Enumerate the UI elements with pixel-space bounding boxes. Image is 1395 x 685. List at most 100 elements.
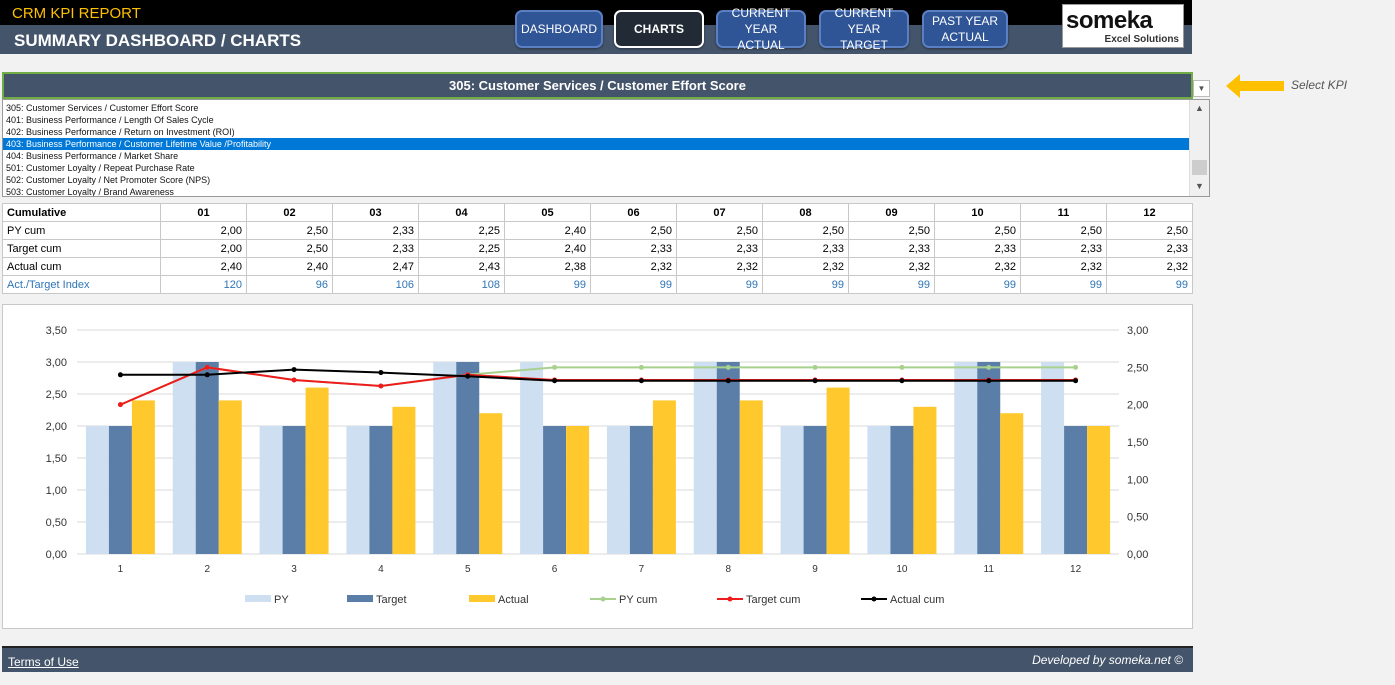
list-item[interactable]: 305: Customer Services / Customer Effort…: [6, 103, 199, 113]
point-actual-cum: [291, 367, 297, 373]
bar-target: [543, 426, 567, 554]
legend-label: PY: [274, 594, 289, 606]
list-item[interactable]: 502: Customer Loyalty / Net Promoter Sco…: [6, 175, 211, 185]
scroll-thumb[interactable]: [1192, 160, 1207, 175]
selected-kpi-display[interactable]: 305: Customer Services / Customer Effort…: [2, 72, 1193, 99]
table-row: Actual cum 2,40 2,40 2,47 2,43 2,38 2,32…: [2, 257, 1193, 276]
row-label: PY cum: [2, 221, 161, 240]
list-item[interactable]: 402: Business Performance / Return on In…: [6, 127, 235, 137]
list-item[interactable]: 501: Customer Loyalty / Repeat Purchase …: [6, 163, 195, 173]
point-actual-cum: [465, 373, 471, 379]
point-actual-cum: [204, 372, 210, 378]
x-tick-label: 10: [896, 564, 908, 575]
table-cell: 2,40: [504, 239, 591, 258]
bar-actual: [131, 400, 155, 554]
point-py-cum: [899, 364, 905, 370]
nav-past-year-actual-button[interactable]: PAST YEAR ACTUAL: [922, 10, 1008, 48]
x-tick-label: 4: [378, 564, 384, 575]
legend-label: PY cum: [619, 594, 657, 606]
table-cell: 2,50: [1106, 221, 1193, 240]
terms-of-use-link[interactable]: Terms of Use: [8, 655, 79, 669]
table-header-row: Cumulative 01 02 03 04 05 06 07 08 09 10…: [2, 203, 1193, 222]
table-cell: 2,50: [1020, 221, 1107, 240]
legend-label: Actual: [498, 594, 529, 606]
table-cell: 2,50: [246, 239, 333, 258]
cumulative-table: Cumulative 01 02 03 04 05 06 07 08 09 10…: [2, 203, 1193, 294]
point-target-cum: [117, 402, 123, 408]
month-header: 11: [1020, 203, 1107, 222]
kpi-listbox[interactable]: 305: Customer Services / Customer Effort…: [2, 99, 1210, 197]
line-py-cum: [120, 366, 1076, 406]
table-cell: 106: [332, 275, 419, 294]
table-cell: 120: [160, 275, 247, 294]
bar-target: [629, 426, 653, 554]
chart-area: 0,00 0,50 1,00 1,50 2,00 2,50 3,00 3,50 0,00 0,50…: [2, 304, 1193, 629]
point-actual-cum: [812, 378, 818, 384]
list-item[interactable]: 503: Customer Loyalty / Brand Awareness: [6, 187, 174, 197]
bar-py: [433, 362, 457, 554]
row-label: Actual cum: [2, 257, 161, 276]
point-actual-cum: [1073, 378, 1079, 384]
nav-dashboard-button[interactable]: DASHBOARD: [515, 10, 603, 48]
scroll-up-icon[interactable]: ▲: [1195, 103, 1204, 113]
bar-actual: [218, 400, 242, 554]
scroll-down-icon[interactable]: ▼: [1195, 181, 1204, 191]
table-row: Target cum 2,00 2,50 2,33 2,25 2,40 2,33…: [2, 239, 1193, 258]
nav-dashboard-label: DASHBOARD: [520, 22, 597, 36]
y2-tick-label: 3,00: [1127, 325, 1148, 337]
table-cell: 2,33: [590, 239, 677, 258]
list-item-selected[interactable]: 403: Business Performance / Customer Lif…: [3, 138, 1190, 150]
point-actual-cum: [725, 378, 731, 384]
month-header: 06: [590, 203, 677, 222]
combo-chart: 0,00 0,50 1,00 1,50 2,00 2,50 3,00 3,50 0,00 0,50…: [46, 325, 1149, 606]
legend-label: Target cum: [746, 594, 800, 606]
nav-pya-line2: ACTUAL: [941, 30, 989, 44]
table-cell: 2,00: [160, 221, 247, 240]
list-scrollbar[interactable]: ▲ ▼: [1189, 100, 1209, 196]
nav-charts-label: CHARTS: [634, 22, 684, 36]
y2-tick-label: 1,50: [1127, 437, 1148, 449]
page-title: SUMMARY DASHBOARD / CHARTS: [14, 31, 302, 50]
table-cell: 99: [504, 275, 591, 294]
point-target-cum: [378, 383, 384, 389]
bar-actual: [566, 426, 590, 554]
nav-current-year-target-button[interactable]: CURRENT YEAR TARGET: [819, 6, 909, 52]
point-py-cum: [725, 364, 731, 370]
table-cell: 99: [676, 275, 763, 294]
table-cell: 2,50: [246, 221, 333, 240]
bar-py: [867, 426, 891, 554]
table-cell: 108: [418, 275, 505, 294]
someka-logo[interactable]: someka Excel Solutions: [1062, 4, 1184, 48]
y-tick-label: 2,00: [46, 421, 67, 433]
month-header: 09: [848, 203, 935, 222]
bar-py: [520, 362, 544, 554]
bar-target: [1064, 426, 1088, 554]
table-cell: 99: [590, 275, 677, 294]
logo-sub-text: Excel Solutions: [1104, 34, 1179, 45]
bar-actual: [1000, 413, 1024, 554]
legend-label: Actual cum: [890, 594, 944, 606]
point-actual-cum: [117, 372, 123, 378]
table-cell: 2,40: [160, 257, 247, 276]
table-cell: 2,33: [332, 221, 419, 240]
point-py-cum: [552, 364, 558, 370]
chevron-down-icon[interactable]: ▼: [1193, 80, 1210, 97]
nav-charts-button[interactable]: CHARTS: [614, 10, 704, 48]
list-item[interactable]: 401: Business Performance / Length Of Sa…: [6, 115, 214, 125]
month-header: 10: [934, 203, 1021, 222]
bar-py: [259, 426, 283, 554]
bar-actual: [305, 387, 329, 554]
x-tick-label: 5: [465, 564, 471, 575]
bar-actual: [1087, 426, 1111, 554]
month-header: 03: [332, 203, 419, 222]
bar-target: [977, 362, 1001, 554]
table-cell: 2,50: [590, 221, 677, 240]
table-cell: 2,25: [418, 239, 505, 258]
nav-cya-line1: CURRENT YEAR: [731, 6, 791, 36]
bar-actual: [392, 406, 416, 554]
line-target-cum: [120, 366, 1076, 406]
nav-current-year-actual-button[interactable]: CURRENT YEAR ACTUAL: [716, 6, 806, 52]
list-item[interactable]: 404: Business Performance / Market Share: [6, 151, 179, 161]
point-actual-cum: [986, 378, 992, 384]
